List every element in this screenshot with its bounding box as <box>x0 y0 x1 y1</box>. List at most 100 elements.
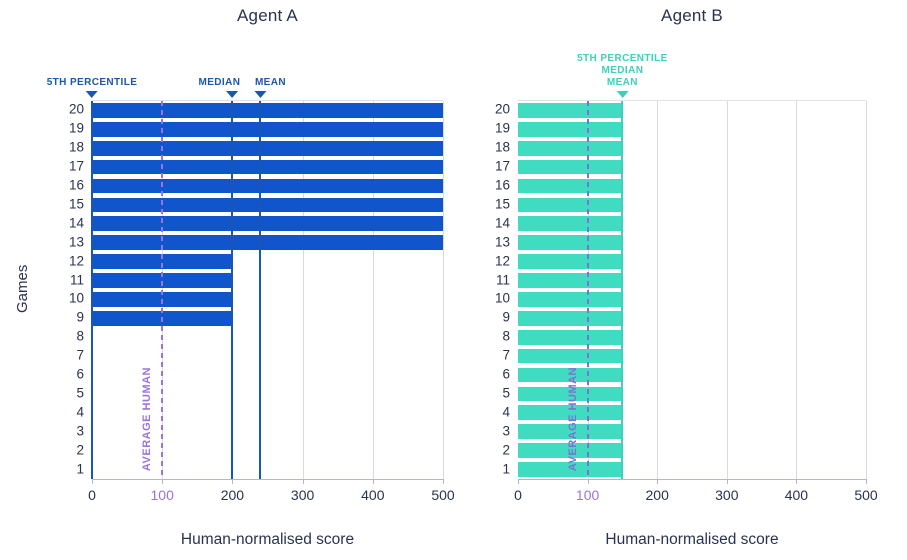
bar <box>92 103 443 118</box>
bar-row <box>518 158 866 177</box>
bar-row <box>92 139 443 158</box>
bar <box>518 235 623 251</box>
bar-row <box>92 158 443 177</box>
x-tick-label: 500 <box>431 487 455 503</box>
chart-title: Agent A <box>237 6 298 25</box>
x-axis-label: Human-normalised score <box>605 531 779 548</box>
average-human-line <box>586 101 589 479</box>
bar-row <box>518 214 866 233</box>
bar-row <box>518 347 866 366</box>
bar-row <box>92 271 443 290</box>
x-axis-label: Human-normalised score <box>180 531 355 548</box>
y-tick-label: 12 <box>68 253 84 269</box>
plot-area: AVERAGE HUMAN <box>91 100 444 480</box>
y-tick-label: 6 <box>502 366 510 382</box>
marker-line <box>231 101 234 479</box>
bar-row <box>92 347 443 366</box>
bar <box>518 178 623 194</box>
bar-row <box>92 196 443 215</box>
x-tick-mark <box>726 479 728 484</box>
bar-row <box>92 233 443 252</box>
x-tick-mark <box>657 479 659 484</box>
bar <box>518 254 623 269</box>
bar-row <box>518 460 866 479</box>
y-tick-label: 16 <box>68 177 84 193</box>
bar-row <box>518 120 866 139</box>
marker-label: 5TH PERCENTILE <box>46 77 138 88</box>
x-tick-label: 100 <box>150 487 174 503</box>
bar-row <box>92 290 443 309</box>
x-tick-label: 0 <box>88 487 96 503</box>
y-tick-label: 3 <box>76 423 84 439</box>
y-tick-label: 18 <box>494 139 510 155</box>
bar <box>518 159 623 175</box>
y-axis-tick-labels: 20 19 18 17 16 15 14 13 12 11 10 9 8 7 6 5 4 3 2 1 <box>52 100 88 478</box>
bar <box>518 103 623 118</box>
bar-row <box>518 422 866 441</box>
bar-row <box>518 309 866 328</box>
bar <box>518 424 623 440</box>
bar-row <box>518 328 866 347</box>
marker-arrow-icon <box>254 91 267 98</box>
marker-arrow-icon <box>616 91 629 98</box>
y-tick-label: 14 <box>494 215 510 231</box>
y-tick-label: 16 <box>494 177 510 193</box>
y-tick-label: 17 <box>68 158 84 174</box>
marker-label: MEDIAN <box>198 77 241 88</box>
bar <box>518 367 623 383</box>
y-tick-label: 15 <box>494 196 510 212</box>
bar-row <box>518 139 866 158</box>
bar-row <box>518 385 866 404</box>
marker-line <box>621 101 624 479</box>
bar <box>518 329 623 345</box>
bar-row <box>518 101 866 120</box>
y-tick-label: 15 <box>68 196 84 212</box>
chart-agent-a: Agent A Games 5TH PERCENTILE MEDIAN MEAN A… <box>0 0 455 560</box>
gridline <box>866 101 867 479</box>
marker: 5TH PERCENTILE <box>47 77 138 98</box>
bar-row <box>92 101 443 120</box>
y-tick-label: 20 <box>68 101 84 117</box>
marker-line <box>91 101 93 479</box>
bar <box>518 216 623 232</box>
bar <box>518 121 623 137</box>
bar-row <box>92 252 443 271</box>
gridline <box>796 101 798 479</box>
y-tick-label: 11 <box>69 272 84 288</box>
y-tick-label: 2 <box>76 442 84 458</box>
x-tick-mark <box>372 479 374 484</box>
marker-annotations: 5TH PERCENTILE MEDIAN MEAN <box>47 40 443 98</box>
bar-row <box>92 214 443 233</box>
marker-line <box>259 101 262 479</box>
x-tick-label: 300 <box>290 487 315 503</box>
y-tick-label: 14 <box>68 215 84 231</box>
marker-label: MEAN <box>254 77 286 88</box>
bar <box>92 159 443 175</box>
y-tick-label: 1 <box>502 461 510 477</box>
bar <box>92 121 443 137</box>
marker-label: MEAN <box>606 77 638 88</box>
x-axis-tick-labels: 0 100 200 300 400 500 <box>514 479 878 507</box>
gridline <box>726 101 728 479</box>
gridline <box>657 101 659 479</box>
x-tick-mark <box>232 479 234 484</box>
bar <box>518 197 623 213</box>
x-axis-tick-labels: 0 100 200 300 400 500 <box>88 479 455 507</box>
y-tick-label: 17 <box>494 158 510 174</box>
y-tick-label: 12 <box>494 253 510 269</box>
bar <box>92 216 443 232</box>
bar-row <box>518 252 866 271</box>
y-tick-label: 20 <box>494 101 510 117</box>
y-tick-label: 7 <box>502 347 510 363</box>
bar-row <box>518 366 866 385</box>
bar <box>518 405 623 421</box>
marker-label: MEDIAN <box>601 65 644 76</box>
y-tick-label: 8 <box>502 328 510 344</box>
y-tick-label: 7 <box>76 347 84 363</box>
y-tick-label: 4 <box>76 404 84 420</box>
bar-row <box>92 177 443 196</box>
bar <box>92 178 443 194</box>
x-tick-mark <box>302 479 304 484</box>
marker-arrow-icon <box>226 91 239 98</box>
plot-area: AVERAGE HUMAN <box>518 100 867 480</box>
